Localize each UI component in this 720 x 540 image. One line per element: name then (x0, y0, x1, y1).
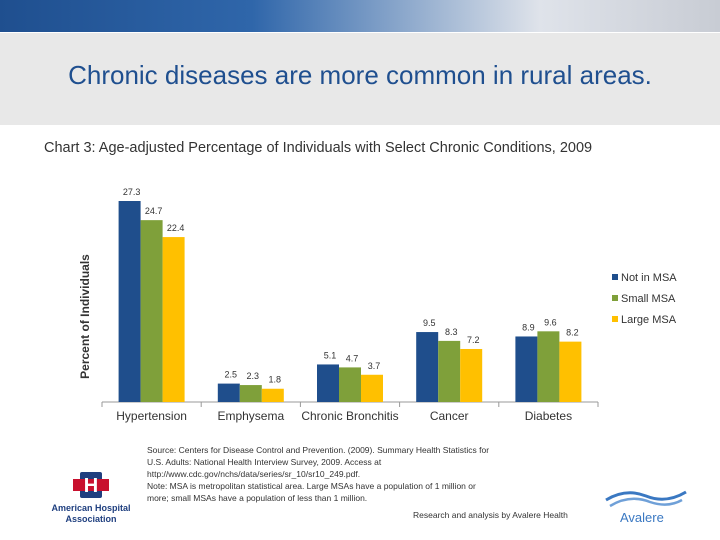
bar (537, 331, 560, 402)
source-note: Source: Centers for Disease Control and … (147, 444, 567, 504)
bar (261, 388, 284, 402)
legend-swatch (612, 316, 618, 322)
source-line: http://www.cdc.gov/nchs/data/series/sr_1… (147, 469, 361, 479)
legend-label: Large MSA (621, 314, 677, 326)
data-label: 4.7 (346, 353, 359, 363)
bar (140, 220, 163, 402)
aha-logo-line: American Hospital (51, 503, 131, 513)
data-label: 8.9 (522, 322, 535, 332)
aha-logo-letter: H (84, 475, 98, 497)
bar (438, 340, 461, 402)
data-label: 22.4 (167, 223, 185, 233)
bar (515, 336, 538, 402)
data-label: 7.2 (467, 335, 480, 345)
bar (317, 364, 339, 402)
data-label: 8.2 (566, 328, 579, 338)
aha-logo-text: American Hospital Association (38, 503, 144, 525)
data-label: 9.5 (423, 318, 436, 328)
source-line: Source: Centers for Disease Control and … (147, 445, 490, 455)
data-label: 5.1 (324, 350, 337, 360)
data-label: 9.6 (544, 317, 557, 327)
legend-label: Not in MSA (621, 272, 677, 284)
research-credit: Research and analysis by Avalere Health (413, 510, 568, 520)
data-label: 2.3 (247, 371, 260, 381)
x-tick-label: Diabetes (525, 409, 572, 423)
legend-label: Small MSA (621, 293, 676, 305)
source-line: U.S. Adults: National Health Interview S… (147, 457, 382, 467)
bar (361, 374, 383, 402)
aha-logo-line: Association (65, 514, 117, 524)
y-axis-label: Percent of Individuals (78, 254, 92, 379)
data-label: 8.3 (445, 327, 458, 337)
bar (118, 201, 141, 402)
slide-headline: Chronic diseases are more common in rura… (68, 60, 652, 90)
x-tick-label: Chronic Bronchitis (301, 409, 398, 423)
source-line: more; small MSAs have a population of le… (147, 493, 368, 503)
data-label: 3.7 (368, 361, 381, 371)
x-tick-label: Cancer (430, 409, 469, 423)
top-banner (0, 0, 720, 32)
bar (460, 348, 483, 402)
bar (339, 367, 361, 402)
data-label: 2.5 (225, 370, 238, 380)
data-label: 27.3 (123, 187, 141, 197)
source-line: Note: MSA is metropolitan statistical ar… (147, 481, 476, 491)
data-label: 1.8 (269, 375, 282, 385)
avalere-logo-text: Avalere (620, 510, 664, 525)
data-label: 24.7 (145, 206, 163, 216)
x-tick-label: Hypertension (116, 409, 187, 423)
bar (559, 341, 582, 402)
american-hospital-association-logo: H (73, 472, 109, 498)
bar (162, 237, 185, 402)
headline-band (0, 33, 720, 125)
legend-swatch (612, 295, 618, 301)
bar (416, 332, 439, 402)
bar (217, 383, 240, 402)
bar (239, 385, 262, 402)
chart-title: Chart 3: Age-adjusted Percentage of Indi… (44, 140, 593, 156)
avalere-logo (605, 490, 687, 508)
legend-swatch (612, 274, 618, 280)
x-tick-label: Emphysema (217, 409, 284, 423)
